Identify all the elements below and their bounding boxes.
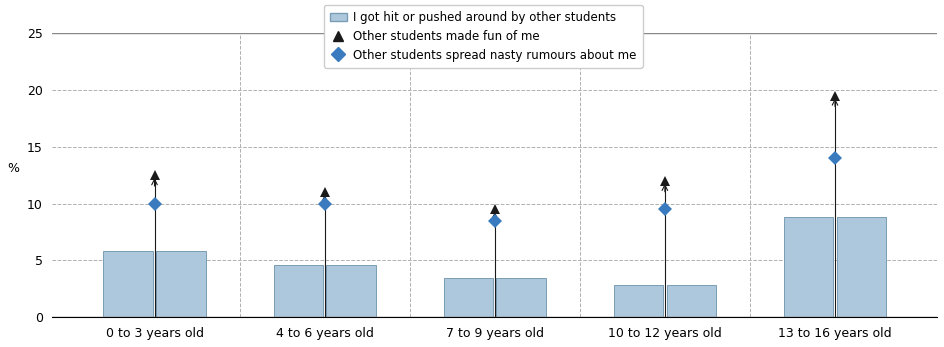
Bar: [444, 278, 493, 318]
Bar: [327, 265, 376, 318]
Bar: [497, 278, 546, 318]
Y-axis label: %: %: [7, 162, 19, 175]
Bar: [784, 217, 834, 318]
Legend: I got hit or pushed around by other students, Other students made fun of me, Oth: I got hit or pushed around by other stud…: [324, 5, 643, 68]
Bar: [614, 286, 664, 318]
Bar: [274, 265, 323, 318]
Bar: [104, 251, 153, 318]
Bar: [156, 251, 206, 318]
Bar: [836, 217, 886, 318]
Bar: [666, 286, 716, 318]
